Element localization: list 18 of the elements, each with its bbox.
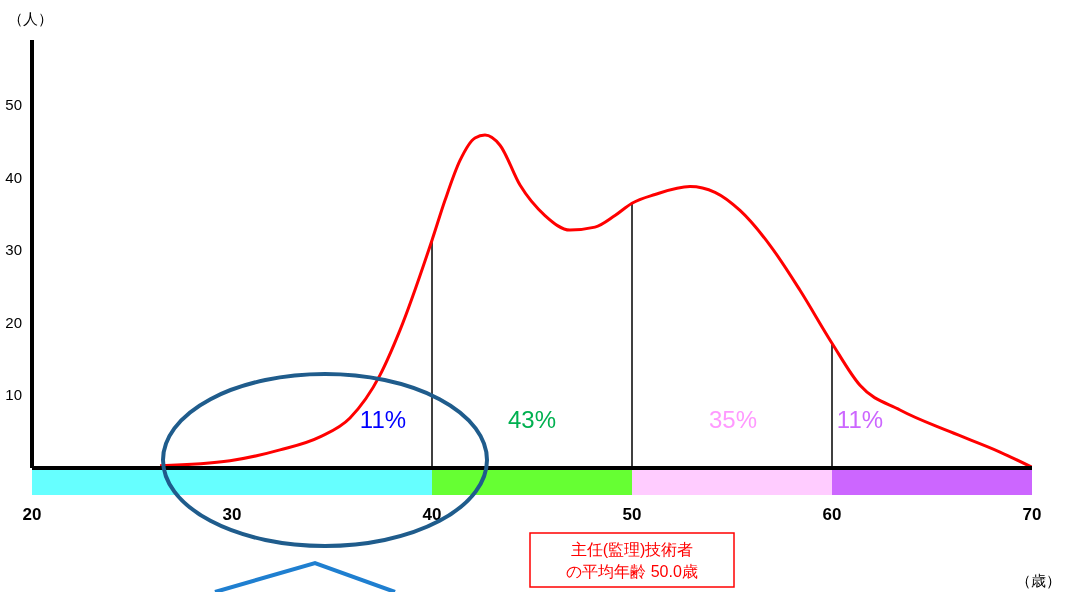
annotation: 11% xyxy=(836,406,884,433)
x-tick-label: 70 xyxy=(1022,505,1042,524)
y-axis-title: （人） xyxy=(7,10,53,27)
y-tick-label: 20 xyxy=(5,313,22,331)
x-tick-label: 30 xyxy=(222,505,242,524)
annotation: 11% xyxy=(359,406,407,433)
y-tick-label: 10 xyxy=(5,386,22,404)
text: 主任(監理)技術者の平均年齢 50.0歳 xyxy=(566,541,698,580)
x-axis-title: （歳） xyxy=(1015,572,1061,589)
y-tick-label: 30 xyxy=(5,241,22,259)
x-tick-label: 60 xyxy=(822,505,842,524)
x-tick-label: 20 xyxy=(22,505,42,524)
annotation: 35% xyxy=(708,406,758,433)
x-tick-label: 50 xyxy=(622,505,642,524)
x-tick-label: 40 xyxy=(422,505,442,524)
annotation: 43% xyxy=(507,406,557,433)
y-tick-label: 40 xyxy=(5,168,22,186)
y-tick-label: 50 xyxy=(5,96,22,114)
